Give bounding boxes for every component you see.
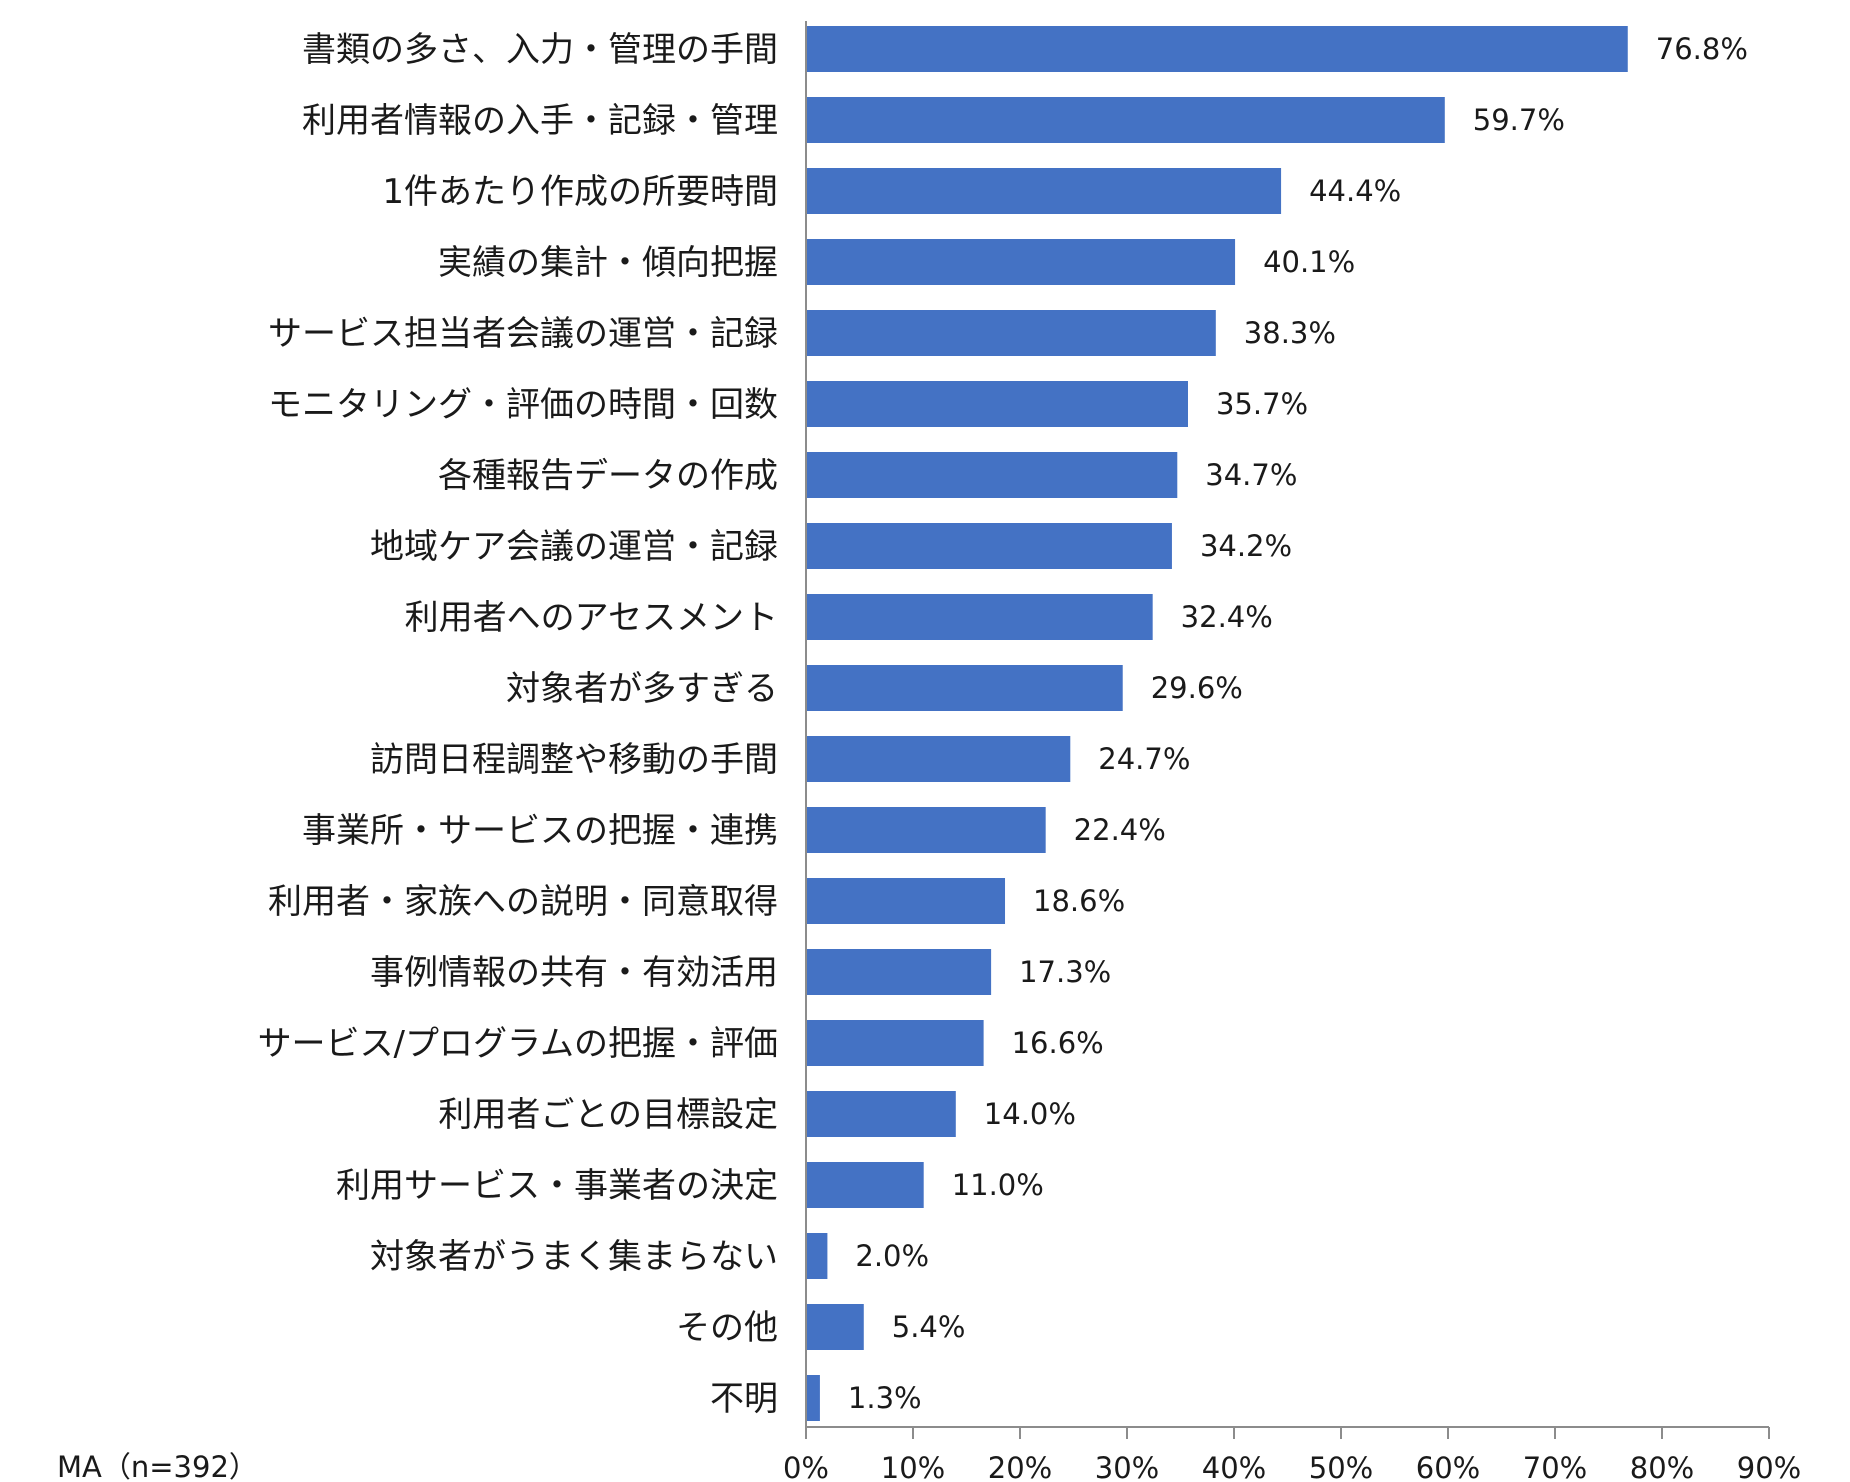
category-label-row-14: 事例情報の共有・有効活用 xyxy=(370,953,778,993)
category-label-row-1: 書類の多さ、入力・管理の手間 xyxy=(302,30,778,70)
category-label-row-12: 事業所・サービスの把握・連携 xyxy=(302,811,778,851)
category-label-row-8: 地域ケア会議の運営・記録 xyxy=(370,527,778,567)
x-tick-label-3: 20% xyxy=(988,1451,1052,1482)
bars-layer xyxy=(806,26,1628,1421)
value-label-row-6: 35.7% xyxy=(1216,387,1308,421)
category-label-row-18: 対象者がうまく集まらない xyxy=(370,1237,778,1277)
value-label-row-2: 59.7% xyxy=(1473,103,1565,137)
bar-row-5 xyxy=(806,310,1216,356)
value-label-row-11: 24.7% xyxy=(1098,742,1190,776)
category-label-row-10: 対象者が多すぎる xyxy=(506,669,778,709)
category-label-row-19: その他 xyxy=(676,1308,778,1348)
bar-row-14 xyxy=(806,949,992,995)
bar-row-18 xyxy=(806,1233,828,1279)
x-tick-label-8: 70% xyxy=(1523,1451,1587,1482)
sample-size-note: MA（n=392） xyxy=(57,1450,258,1482)
x-tick-label-9: 80% xyxy=(1630,1451,1694,1482)
category-label-row-5: サービス担当者会議の運営・記録 xyxy=(268,314,778,354)
bar-row-17 xyxy=(806,1162,924,1208)
value-label-row-1: 76.8% xyxy=(1656,32,1748,66)
category-label-row-13: 利用者・家族への説明・同意取得 xyxy=(268,882,778,922)
value-label-row-7: 34.7% xyxy=(1205,458,1297,492)
category-label-row-2: 利用者情報の入手・記録・管理 xyxy=(302,101,778,141)
value-label-row-9: 32.4% xyxy=(1181,600,1273,634)
bar-row-11 xyxy=(806,736,1071,782)
category-label-row-7: 各種報告データの作成 xyxy=(438,456,778,496)
bar-row-7 xyxy=(806,452,1178,498)
value-labels: 76.8% 59.7% 44.4% 40.1% 38.3% 35.7% 34.7% 34.2%… xyxy=(848,32,1748,1415)
bar-row-9 xyxy=(806,594,1153,640)
x-tick-label-4: 30% xyxy=(1095,1451,1159,1482)
category-label-row-11: 訪問日程調整や移動の手間 xyxy=(370,740,778,780)
bar-row-13 xyxy=(806,878,1006,924)
bar-row-16 xyxy=(806,1091,956,1137)
bar-row-2 xyxy=(806,97,1445,143)
value-label-row-19: 5.4% xyxy=(892,1310,966,1344)
value-label-row-16: 14.0% xyxy=(984,1097,1076,1131)
bar-row-10 xyxy=(806,665,1123,711)
value-label-row-8: 34.2% xyxy=(1200,529,1292,563)
value-label-row-13: 18.6% xyxy=(1033,884,1125,918)
bar-row-12 xyxy=(806,807,1046,853)
bar-row-20 xyxy=(806,1375,820,1421)
value-label-row-17: 11.0% xyxy=(952,1168,1044,1202)
value-label-row-18: 2.0% xyxy=(855,1239,929,1273)
bar-row-1 xyxy=(806,26,1628,72)
category-label-row-3: 1件あたり作成の所要時間 xyxy=(382,172,778,212)
value-label-row-5: 38.3% xyxy=(1244,316,1336,350)
bar-row-6 xyxy=(806,381,1188,427)
category-label-row-9: 利用者へのアセスメント xyxy=(405,598,778,638)
value-label-row-4: 40.1% xyxy=(1263,245,1355,279)
value-label-row-15: 16.6% xyxy=(1012,1026,1104,1060)
bar-row-19 xyxy=(806,1304,864,1350)
category-label-row-17: 利用サービス・事業者の決定 xyxy=(336,1166,778,1206)
value-label-row-10: 29.6% xyxy=(1151,671,1243,705)
x-tick-label-6: 50% xyxy=(1309,1451,1373,1482)
bar-row-3 xyxy=(806,168,1282,214)
x-tick-label-10: 90% xyxy=(1737,1451,1801,1482)
bar-row-8 xyxy=(806,523,1172,569)
x-tick-label-7: 60% xyxy=(1416,1451,1480,1482)
category-label-row-15: サービス/プログラムの把握・評価 xyxy=(258,1024,778,1064)
x-axis-ticks: 0% 10% 20% 30% 40% 50% 60% 70% 80% 90% xyxy=(783,1427,1801,1482)
value-label-row-3: 44.4% xyxy=(1309,174,1401,208)
value-label-row-20: 1.3% xyxy=(848,1381,922,1415)
x-tick-label-1: 0% xyxy=(783,1451,829,1482)
category-label-row-4: 実績の集計・傾向把握 xyxy=(438,243,778,283)
category-label-row-16: 利用者ごとの目標設定 xyxy=(438,1095,778,1135)
bar-row-15 xyxy=(806,1020,984,1066)
x-tick-label-5: 40% xyxy=(1202,1451,1266,1482)
value-label-row-12: 22.4% xyxy=(1074,813,1166,847)
value-label-row-14: 17.3% xyxy=(1019,955,1111,989)
category-label-row-20: 不明 xyxy=(710,1379,778,1419)
bar-row-4 xyxy=(806,239,1236,285)
axes xyxy=(805,21,1769,1428)
x-tick-label-2: 10% xyxy=(881,1451,945,1482)
category-label-row-6: モニタリング・評価の時間・回数 xyxy=(268,385,778,425)
